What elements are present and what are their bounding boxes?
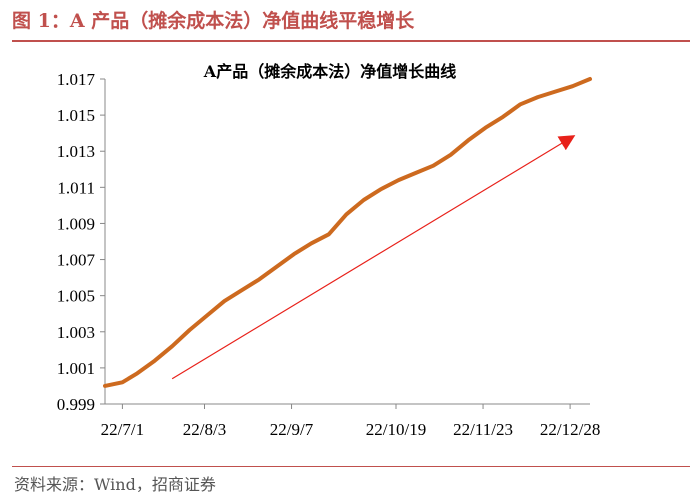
figure-title: 图 1：A 产品（摊余成本法）净值曲线平稳增长 [12, 10, 415, 32]
y-tick-label: 1.013 [57, 142, 95, 161]
title-divider [12, 40, 690, 42]
trend-arrow [171, 135, 576, 380]
x-tick-label: 22/11/23 [453, 420, 513, 439]
x-tick-label: 22/12/28 [540, 420, 600, 439]
source-divider [12, 466, 690, 467]
nav-series-line [103, 77, 592, 388]
y-tick-label: 1.015 [57, 106, 95, 125]
y-tick-label: 1.009 [57, 214, 95, 233]
x-tick-label: 22/7/1 [101, 420, 144, 439]
y-tick-label: 1.017 [57, 70, 96, 89]
series-layer [103, 77, 592, 388]
annotation-layer [171, 135, 576, 380]
source-note: 资料来源：Wind，招商证券 [14, 475, 216, 494]
chart-title: A产品（摊余成本法）净值增长曲线 [203, 62, 456, 81]
x-tick-label: 22/9/7 [270, 420, 314, 439]
y-tick-label: 1.007 [57, 251, 96, 270]
y-tick-label: 1.011 [57, 178, 95, 197]
x-tick-label: 22/8/3 [183, 420, 226, 439]
y-tick-label: 1.003 [57, 323, 95, 342]
y-tick-label: 1.005 [57, 287, 95, 306]
chart-axes: 0.999 1.001 1.003 1.005 1.007 1.009 1.011 1.013… [57, 70, 601, 439]
x-tick-label: 22/10/19 [366, 420, 426, 439]
y-tick-label: 1.001 [57, 359, 95, 378]
y-tick-label: 0.999 [57, 395, 95, 414]
